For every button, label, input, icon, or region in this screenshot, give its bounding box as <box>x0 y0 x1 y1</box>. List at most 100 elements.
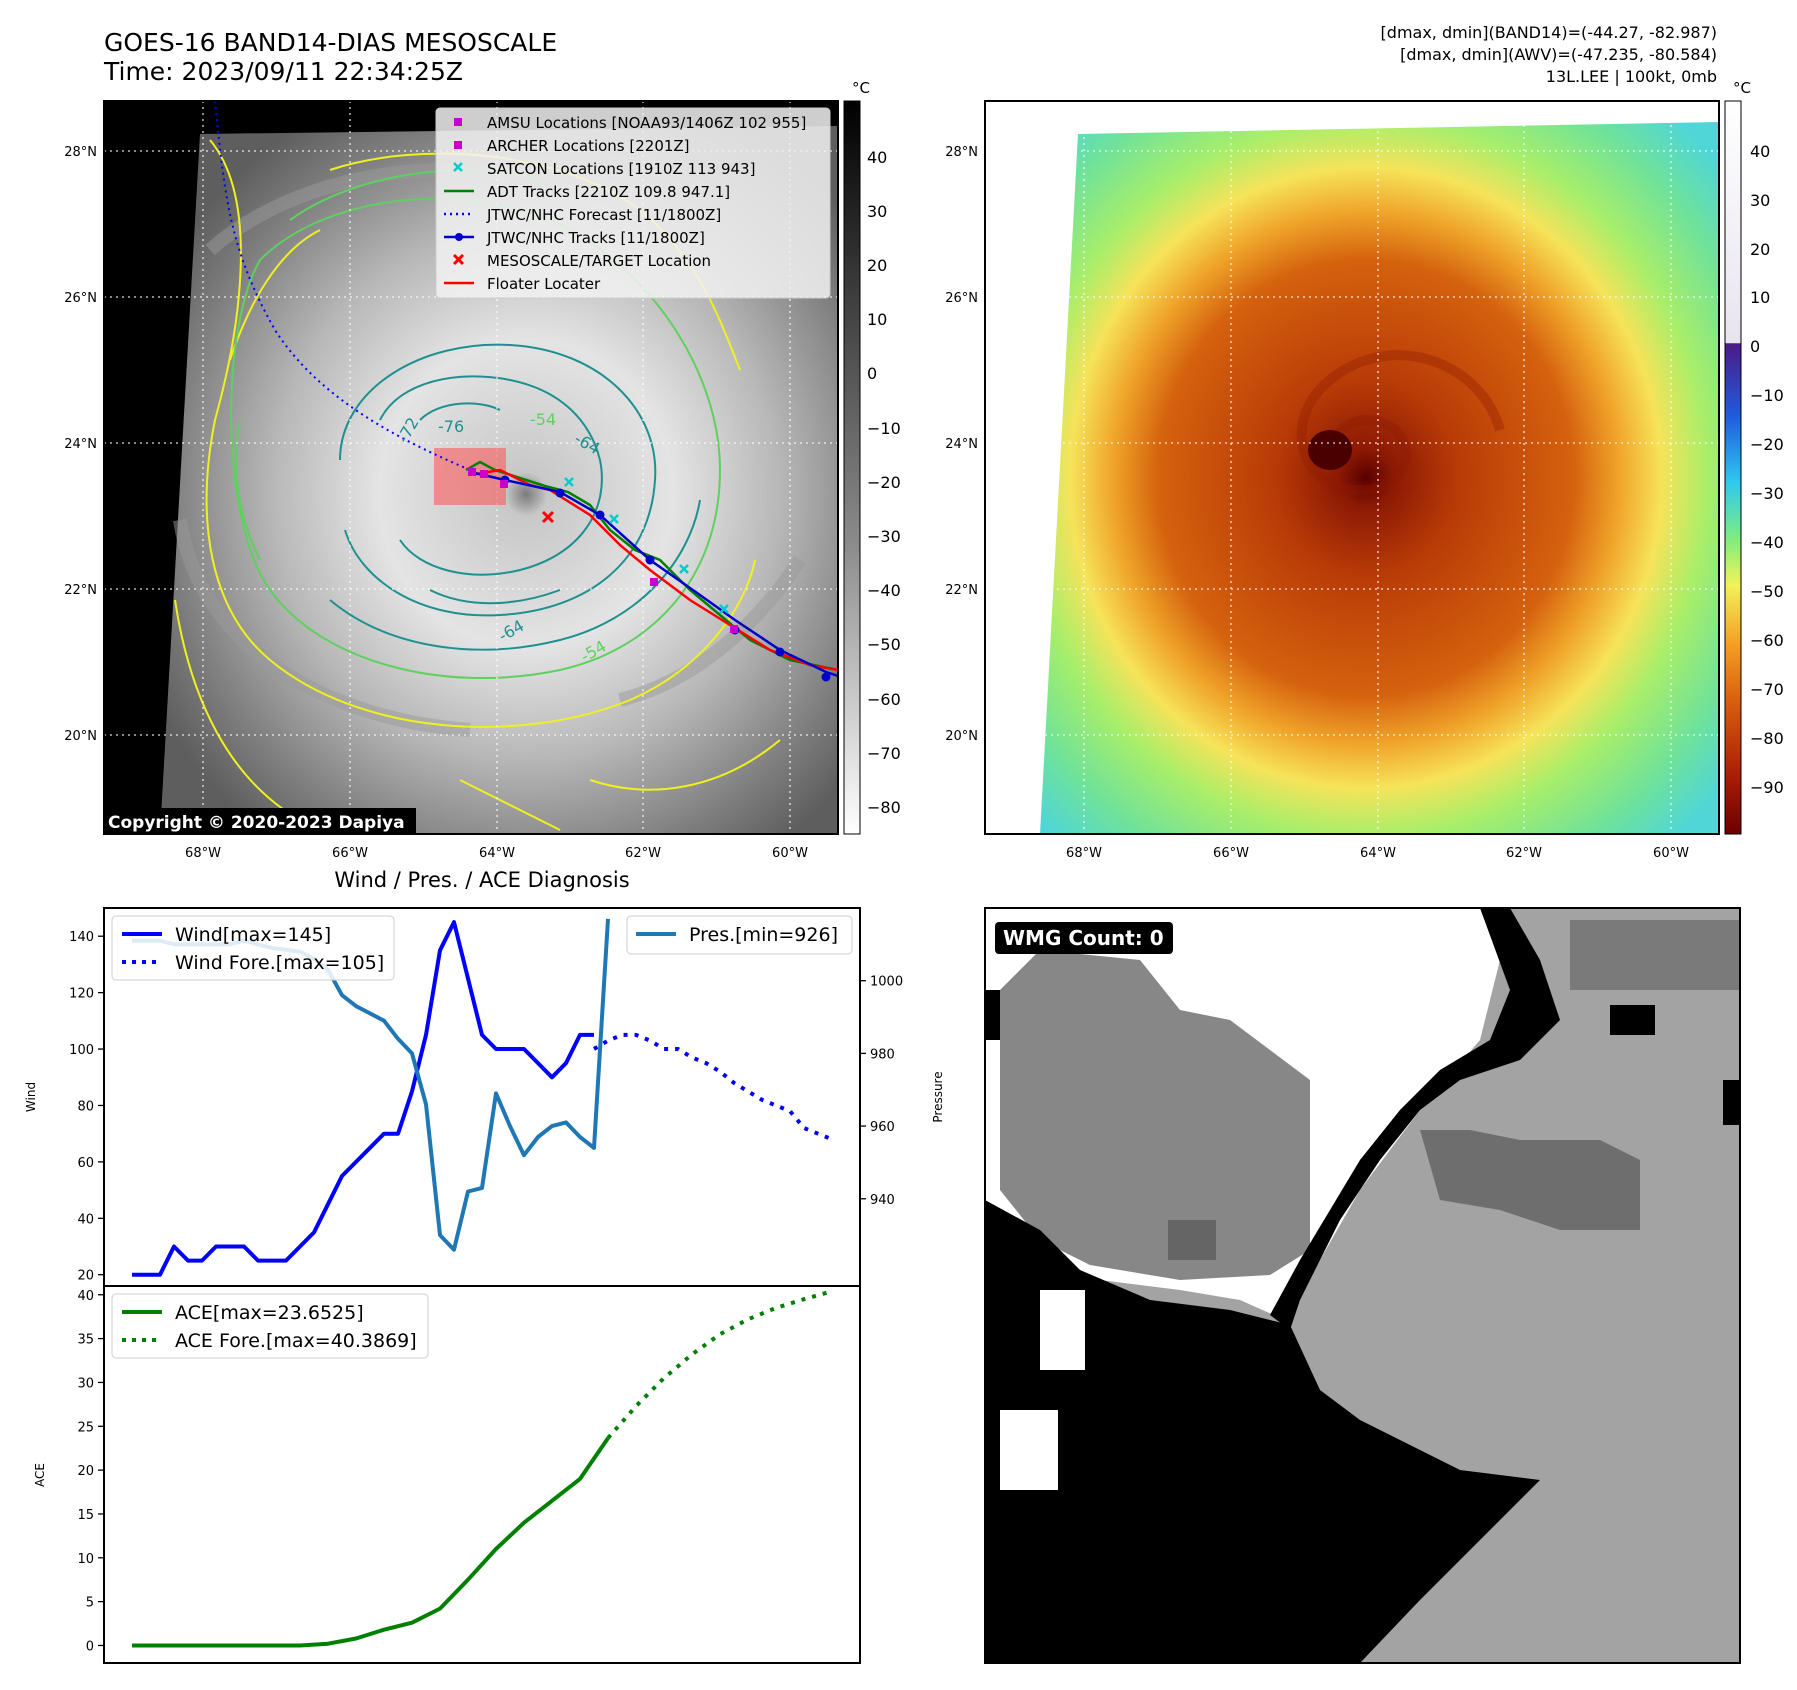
lat-tick: 22°N <box>64 583 97 598</box>
wind-forecast-legend-label: Wind Fore.[max=105] <box>175 952 384 974</box>
lon-tick: 62°W <box>625 846 661 861</box>
wmg-black-region <box>985 1200 1540 1663</box>
map-legend: AMSU Locations [NOAA93/1406Z 102 955] AR… <box>435 107 831 299</box>
lat-tick: 28°N <box>64 145 97 160</box>
legend-item: JTWC/NHC Forecast [11/1800Z] <box>486 206 721 224</box>
right-colorbar-tick: 10 <box>1750 288 1770 307</box>
right-colorbar-tick: −50 <box>1750 582 1784 601</box>
ace-legend-label: ACE[max=23.6525] <box>175 1302 364 1324</box>
left-colorbar <box>843 100 861 835</box>
wind-tick-label: 140 <box>69 930 94 945</box>
ace-yticks: 0 5 10 15 20 25 30 35 40 <box>77 1289 104 1654</box>
ace-tick-label: 35 <box>77 1333 94 1348</box>
right-colorbar-tick: 20 <box>1750 240 1770 259</box>
left-colorbar-tick: −20 <box>867 473 901 492</box>
diagnosis-title: Wind / Pres. / ACE Diagnosis <box>334 868 629 892</box>
figure-title: GOES-16 BAND14-DIAS MESOSCALE <box>104 28 557 57</box>
ace-series-line-1 <box>606 1289 833 1440</box>
wmg-white-pocket <box>1000 1410 1058 1490</box>
right-colorbar <box>1724 100 1742 835</box>
left-colorbar-tick: −70 <box>867 744 901 763</box>
wind-axis-label: Wind <box>24 1082 38 1112</box>
right-colorbar-tick: −90 <box>1750 778 1784 797</box>
lon-tick: 68°W <box>1066 846 1102 861</box>
wmg-dark-patch <box>1570 920 1740 990</box>
left-colorbar-tick: 30 <box>867 202 887 221</box>
amsu-archer-markers <box>468 468 738 633</box>
right-colorbar-tick: 40 <box>1750 142 1770 161</box>
series-line-1 <box>592 1032 833 1142</box>
legend-item: ARCHER Locations [2201Z] <box>487 137 690 155</box>
lon-tick: 66°W <box>332 846 368 861</box>
wmg-black-pocket <box>1610 1005 1655 1035</box>
lat-tick: 26°N <box>945 291 978 306</box>
ace-series-line-0 <box>132 1436 610 1648</box>
lat-tick: 24°N <box>64 437 97 452</box>
right-colorbar-tick: −20 <box>1750 435 1784 454</box>
lat-tick: 20°N <box>945 729 978 744</box>
legend-target-marker <box>452 253 465 266</box>
copyright-box <box>104 808 416 834</box>
info-line-1: [dmax, dmin](BAND14)=(-44.27, -82.987) <box>1381 23 1717 42</box>
contour-yellow <box>174 139 781 831</box>
hurricane-eye <box>1308 430 1352 470</box>
right-map-frame <box>984 100 1720 835</box>
pressure-tick-label: 940 <box>870 1193 895 1208</box>
right-colorbar-tick: −10 <box>1750 386 1784 405</box>
pressure-legend: Pres.[min=926] <box>626 915 853 955</box>
ace-plot <box>132 1289 833 1648</box>
ace-axis-label: ACE <box>33 1463 47 1487</box>
lon-tick: 60°W <box>1653 846 1689 861</box>
lon-tick: 68°W <box>185 846 221 861</box>
right-map-spiral <box>1296 350 1505 496</box>
lat-tick: 26°N <box>64 291 97 306</box>
wmg-gray-blob <box>1000 950 1310 1280</box>
left-colorbar-tick: −10 <box>867 419 901 438</box>
ace-tick-label: 15 <box>77 1508 94 1523</box>
wmg-black-pocket <box>1723 1080 1740 1125</box>
left-colorbar-tick: 0 <box>867 364 877 383</box>
satcon-markers <box>564 477 729 614</box>
lon-tick: 66°W <box>1213 846 1249 861</box>
ace-tick-label: 40 <box>77 1289 94 1304</box>
legend-amsu-marker <box>454 118 462 126</box>
legend-item: SATCON Locations [1910Z 113 943] <box>487 160 755 178</box>
right-map-grid <box>985 101 1719 834</box>
pressure-tick-label: 1000 <box>870 975 903 990</box>
legend-item: AMSU Locations [NOAA93/1406Z 102 955] <box>487 114 806 132</box>
contour-label: -54 <box>530 410 556 429</box>
ace-forecast-legend-label: ACE Fore.[max=40.3869] <box>175 1330 417 1352</box>
right-colorbar-tick: −40 <box>1750 533 1784 552</box>
wmg-white-pocket <box>1040 1290 1085 1370</box>
legend-satcon-marker <box>453 162 463 172</box>
lat-tick: 20°N <box>64 729 97 744</box>
legend-archer-marker <box>454 141 462 149</box>
legend-item: JTWC/NHC Tracks [11/1800Z] <box>486 229 705 247</box>
legend-track-dot <box>455 233 463 241</box>
jtwc-forecast-track <box>214 101 471 471</box>
info-line-2: [dmax, dmin](AWV)=(-47.235, -80.584) <box>1400 45 1717 64</box>
contour-teal <box>329 343 701 651</box>
wind-yticks: 20 40 60 80 100 120 140 <box>69 930 104 1284</box>
left-colorbar-tick: −50 <box>867 635 901 654</box>
copyright-text: Copyright © 2020-2023 Dapiya <box>108 813 405 833</box>
pressure-yticks: 940 960 980 1000 <box>860 975 903 1208</box>
lon-tick: 60°W <box>772 846 808 861</box>
left-colorbar-tick: −80 <box>867 798 901 817</box>
wmg-frame <box>984 907 1741 1664</box>
wmg-count-label: WMG Count: 0 <box>1003 926 1164 950</box>
pressure-tick-label: 980 <box>870 1047 895 1062</box>
lon-tick: 64°W <box>479 846 515 861</box>
ace-tick-label: 10 <box>77 1552 94 1567</box>
right-colorbar-unit: °C <box>1733 79 1751 97</box>
wind-legend: Wind[max=145] Wind Fore.[max=105] <box>111 915 395 981</box>
right-colorbar-tick: −60 <box>1750 631 1784 650</box>
ace-tick-label: 30 <box>77 1376 94 1391</box>
lat-tick: 28°N <box>945 145 978 160</box>
wmg-dark-band <box>1420 1130 1640 1230</box>
wind-tick-label: 40 <box>77 1212 94 1227</box>
ace-plot-frame <box>103 1285 861 1664</box>
figure-time: Time: 2023/09/11 22:34:25Z <box>103 57 463 86</box>
ace-tick-label: 20 <box>77 1464 94 1479</box>
wind-tick-label: 100 <box>69 1043 94 1058</box>
